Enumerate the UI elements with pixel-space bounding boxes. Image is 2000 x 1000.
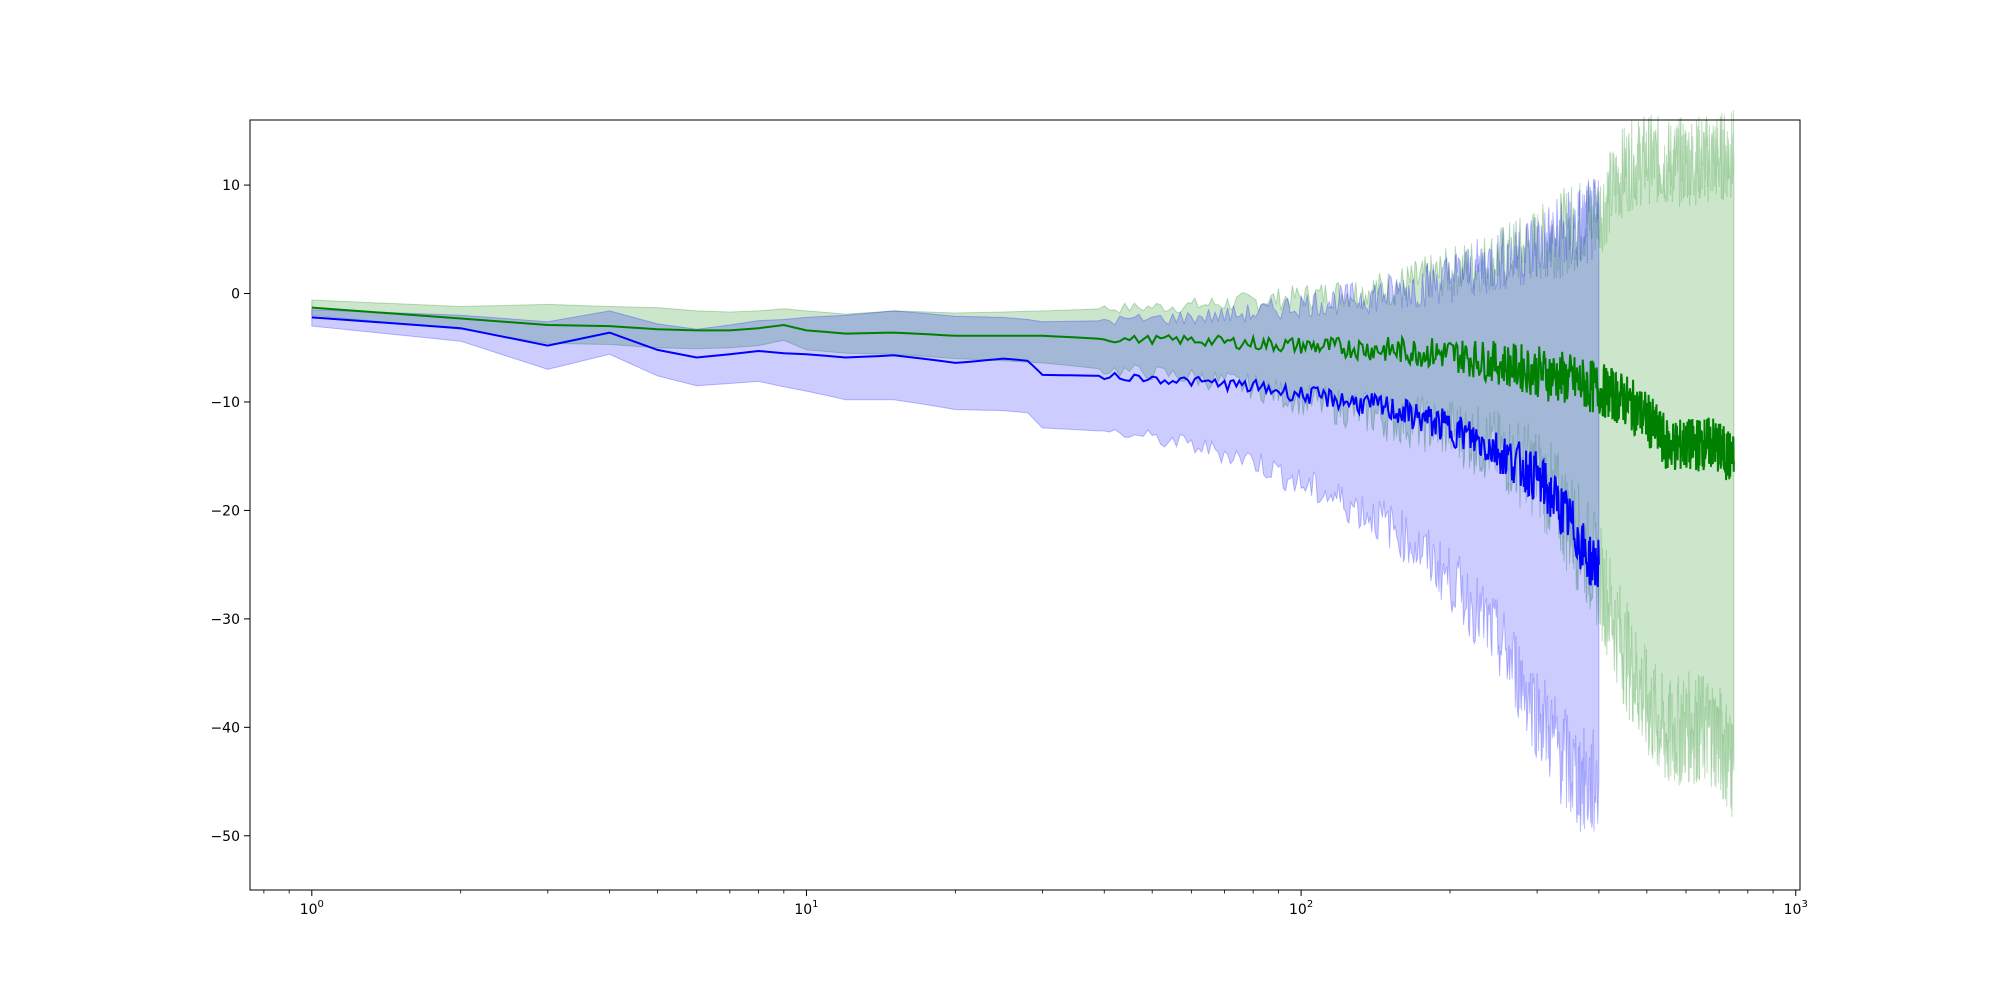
series-1-line: [311, 316, 1600, 588]
y-axis: 10 0 −10 −20 −30 −40 −50: [210, 178, 250, 845]
y-tick-label: −50: [210, 829, 240, 845]
series-0-band: [311, 110, 1735, 817]
x-tick-label: 103: [1784, 899, 1808, 918]
y-tick-label: −20: [210, 503, 240, 519]
plot-frame: [249, 119, 1801, 891]
x-axis: 100 101 102 103: [263, 890, 1808, 918]
x-tick-label: 100: [300, 899, 324, 918]
series-0-line: [311, 306, 1735, 481]
x-tick-label: 101: [794, 899, 818, 918]
y-tick-label: −10: [210, 395, 240, 411]
series-1-band: [311, 178, 1600, 832]
x-tick-label: 102: [1289, 899, 1313, 918]
y-tick-label: −40: [210, 720, 240, 736]
y-tick-label: 10: [222, 178, 240, 194]
y-tick-label: 0: [231, 287, 240, 303]
series-lines: [311, 306, 1735, 588]
y-tick-label: −30: [210, 612, 240, 628]
